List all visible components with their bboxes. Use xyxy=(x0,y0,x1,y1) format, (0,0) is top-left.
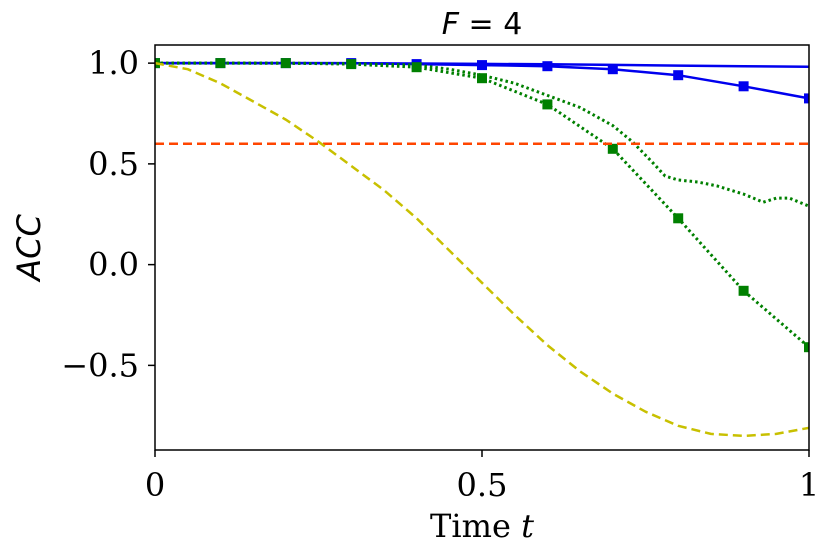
x-tick-label-1: 0.5 xyxy=(457,466,508,504)
y-tick-label-0: 1.0 xyxy=(88,44,139,82)
marker-green-dotted-squares-1 xyxy=(215,58,226,69)
y-axis-label: ACC xyxy=(10,214,48,283)
plot-frame xyxy=(154,44,810,451)
y-tick-label-2: 0.0 xyxy=(88,246,139,284)
series-layer xyxy=(155,58,809,438)
series-line-yellow-dashed xyxy=(155,61,809,438)
series-line-green-dotted-upper xyxy=(155,61,809,208)
y-tick-label-1: 0.5 xyxy=(88,145,139,183)
y-tick-label-3: −0.5 xyxy=(61,346,139,384)
marker-blue-solid-squares-9 xyxy=(738,81,749,92)
x-axis-label-text: Time xyxy=(430,507,521,545)
marker-green-dotted-squares-9 xyxy=(738,285,749,296)
marker-green-dotted-squares-4 xyxy=(411,62,422,73)
marker-green-dotted-squares-2 xyxy=(280,58,291,69)
x-tick-label-2: 1 xyxy=(799,466,819,504)
marker-blue-solid-squares-5 xyxy=(477,60,487,71)
marker-green-dotted-squares-5 xyxy=(477,73,487,84)
marker-green-dotted-squares-10 xyxy=(804,342,809,353)
chart-title: F = 4 xyxy=(442,7,523,42)
chart-title-eq: = 4 xyxy=(459,7,522,42)
marker-blue-solid-squares-7 xyxy=(607,64,618,75)
marker-green-dotted-squares-7 xyxy=(607,143,618,154)
x-axis-label-var: t xyxy=(521,507,534,545)
series-line-green-dotted-squares xyxy=(155,61,809,349)
x-axis-label: Time t xyxy=(430,507,534,545)
series-green-dotted-upper xyxy=(155,61,809,208)
x-tick-label-0: 0 xyxy=(145,466,165,504)
marker-green-dotted-squares-6 xyxy=(542,99,553,110)
series-green-dotted-squares xyxy=(155,58,809,353)
ticks-layer: 0 0.5 1 1.0 0.5 0.0 −0.5 xyxy=(61,44,819,504)
marker-green-dotted-squares-3 xyxy=(346,59,357,70)
chart-title-var: F xyxy=(442,7,460,42)
marker-green-dotted-squares-8 xyxy=(673,213,684,224)
marker-blue-solid-squares-8 xyxy=(673,70,684,81)
series-yellow-dashed xyxy=(155,61,809,438)
marker-blue-solid-squares-10 xyxy=(804,93,809,104)
marker-blue-solid-squares-6 xyxy=(542,61,553,72)
